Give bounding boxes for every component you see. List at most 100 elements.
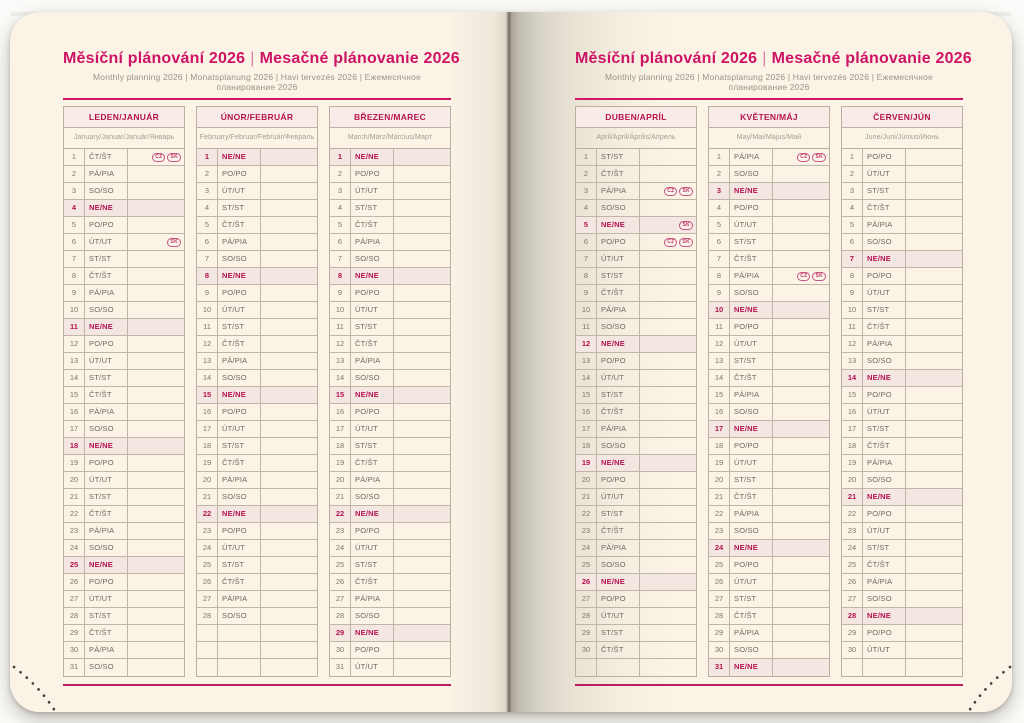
day-abbrev: ST/ST <box>218 438 261 454</box>
day-abbrev: ÚT/UT <box>863 642 906 658</box>
month-table-leden-januar: LEDEN/JANUÁR January/Januar/Január/Январь… <box>63 106 185 677</box>
notes-cell <box>261 659 317 676</box>
day-number: 20 <box>330 472 351 488</box>
day-row-3: 3 ÚT/UT <box>197 183 317 200</box>
bottom-rule <box>63 684 451 686</box>
notes-cell <box>906 489 962 505</box>
notes-cell <box>394 149 450 165</box>
day-number: 11 <box>64 319 85 335</box>
day-row-20: 20 ST/ST <box>709 472 829 489</box>
day-number: 8 <box>64 268 85 284</box>
day-number: 5 <box>197 217 218 233</box>
notes-cell <box>128 387 184 403</box>
day-number: 26 <box>576 574 597 590</box>
day-row-29: 29 PÁ/PIA <box>709 625 829 642</box>
notes-cell <box>261 574 317 590</box>
day-row-13: 13 ST/ST <box>709 353 829 370</box>
day-number: 8 <box>842 268 863 284</box>
day-row-22: 22 ČT/ŠT <box>64 506 184 523</box>
day-row-15: 15 ST/ST <box>576 387 696 404</box>
day-row-24: 24 SO/SO <box>64 540 184 557</box>
day-abbrev: ST/ST <box>597 625 640 641</box>
day-row-9: 9 PÁ/PIA <box>64 285 184 302</box>
notes-cell <box>640 200 696 216</box>
notes-cell <box>906 591 962 607</box>
day-number: 29 <box>64 625 85 641</box>
day-row-9: 9 ÚT/UT <box>842 285 962 302</box>
notes-cell <box>640 642 696 658</box>
notes-cell <box>773 489 829 505</box>
day-row-23: 23 PÁ/PIA <box>64 523 184 540</box>
notes-cell <box>773 506 829 522</box>
notes-cell: CZ SK <box>773 149 829 165</box>
day-number: 16 <box>330 404 351 420</box>
notes-cell: CZ SK <box>640 183 696 199</box>
day-number: 17 <box>576 421 597 437</box>
day-row-5: 5 ČT/ŠT <box>330 217 450 234</box>
day-abbrev: NE/NE <box>351 268 394 284</box>
day-abbrev: ČT/ŠT <box>351 217 394 233</box>
day-row-22: 22 NE/NE <box>330 506 450 523</box>
day-row-14: 14 ÚT/UT <box>576 370 696 387</box>
notes-cell <box>773 387 829 403</box>
notes-cell <box>261 217 317 233</box>
notes-cell <box>261 625 317 641</box>
notes-cell: CZ SK <box>128 149 184 165</box>
day-abbrev: ČT/ŠT <box>730 489 773 505</box>
notes-cell <box>906 506 962 522</box>
day-number: 30 <box>842 642 863 658</box>
day-number: 5 <box>842 217 863 233</box>
day-row-13: 13 PO/PO <box>576 353 696 370</box>
day-row-18: 18 PO/PO <box>709 438 829 455</box>
day-number: 19 <box>709 455 730 471</box>
day-number: 1 <box>709 149 730 165</box>
day-number: 24 <box>197 540 218 556</box>
notes-cell <box>906 387 962 403</box>
sk-holiday-badge: SK <box>167 237 181 247</box>
notes-cell <box>394 574 450 590</box>
day-row-28: 28 ST/ST <box>64 608 184 625</box>
notes-cell <box>773 183 829 199</box>
day-abbrev: SO/SO <box>597 319 640 335</box>
day-number: 18 <box>709 438 730 454</box>
notes-cell <box>261 608 317 624</box>
day-row-13: 13 ÚT/UT <box>64 353 184 370</box>
notes-cell <box>394 353 450 369</box>
notes-cell <box>773 438 829 454</box>
day-row-3: 3 PÁ/PIA CZ SK <box>576 183 696 200</box>
day-number: 23 <box>197 523 218 539</box>
notes-cell <box>261 285 317 301</box>
notes-cell <box>640 506 696 522</box>
day-abbrev: PÁ/PIA <box>597 183 640 199</box>
cz-holiday-badge: CZ <box>152 152 166 162</box>
notes-cell <box>640 523 696 539</box>
day-row-6: 6 PÁ/PIA <box>197 234 317 251</box>
day-number: 8 <box>197 268 218 284</box>
day-row-22: 22 ST/ST <box>576 506 696 523</box>
notes-cell <box>640 319 696 335</box>
month-name: BŘEZEN/MAREC <box>330 107 450 128</box>
empty-row <box>842 659 962 676</box>
day-row-16: 16 ÚT/UT <box>842 404 962 421</box>
day-abbrev: ÚT/UT <box>218 183 261 199</box>
day-abbrev: PO/PO <box>85 217 128 233</box>
notes-cell <box>261 200 317 216</box>
day-number: 14 <box>842 370 863 386</box>
day-row-11: 11 SO/SO <box>576 319 696 336</box>
day-abbrev: ÚT/UT <box>597 608 640 624</box>
notes-cell <box>394 302 450 318</box>
top-rule <box>63 98 451 100</box>
month-subtitle: April/April/Április/Апрель <box>576 128 696 149</box>
day-number: 7 <box>576 251 597 267</box>
day-number: 13 <box>330 353 351 369</box>
day-row-21: 21 SO/SO <box>197 489 317 506</box>
day-abbrev: ST/ST <box>730 472 773 488</box>
day-row-23: 23 ÚT/UT <box>842 523 962 540</box>
day-row-28: 28 ČT/ŠT <box>709 608 829 625</box>
notes-cell <box>261 149 317 165</box>
notes-cell <box>128 302 184 318</box>
day-row-28: 28 NE/NE <box>842 608 962 625</box>
notes-cell <box>128 166 184 182</box>
day-number: 22 <box>709 506 730 522</box>
day-number: 4 <box>576 200 597 216</box>
